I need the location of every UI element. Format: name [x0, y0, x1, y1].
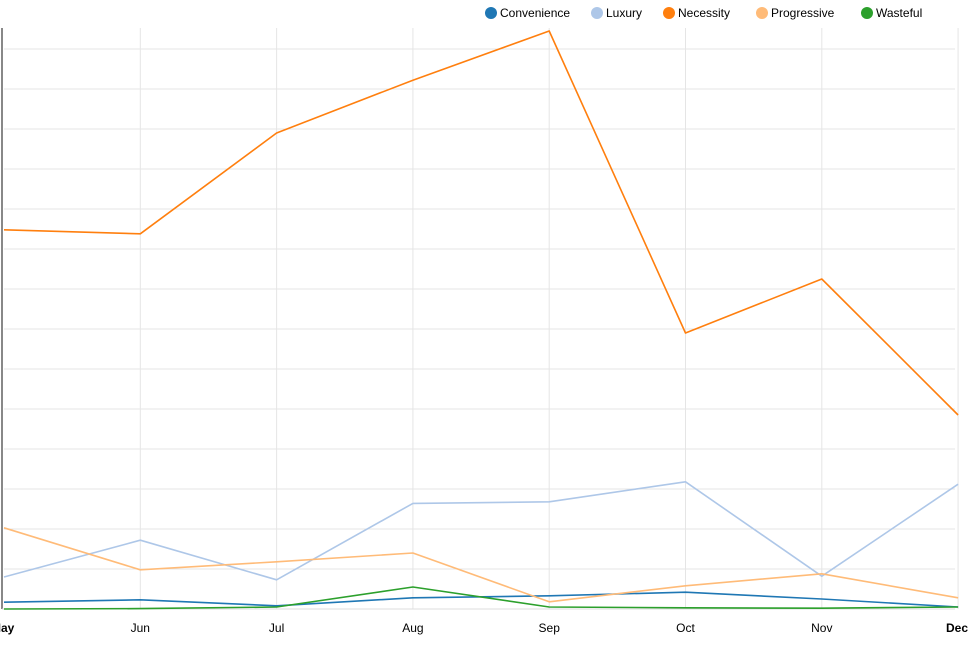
legend-swatch: [861, 7, 873, 19]
legend-swatch: [663, 7, 675, 19]
series-line-convenience: [3, 591, 959, 608]
legend-item-necessity[interactable]: Necessity: [663, 6, 730, 20]
legend-item-luxury[interactable]: Luxury: [591, 6, 642, 20]
x-tick-label: Jun: [131, 621, 150, 635]
x-tick-label: Nov: [811, 621, 832, 635]
legend-label: Necessity: [678, 6, 730, 20]
series-line-necessity: [3, 30, 959, 416]
x-tick-label: Oct: [676, 621, 695, 635]
series-line-luxury: [3, 480, 959, 581]
legend-swatch: [591, 7, 603, 19]
legend-label: Wasteful: [876, 6, 922, 20]
legend-swatch: [485, 7, 497, 19]
gridlines: [4, 28, 959, 610]
series-line-wasteful: [3, 586, 959, 610]
series-lines: [3, 30, 959, 610]
legend-label: Progressive: [771, 6, 835, 20]
legend-item-progressive[interactable]: Progressive: [756, 6, 835, 20]
x-tick-label: May: [0, 621, 15, 635]
legend-swatch: [756, 7, 768, 19]
x-tick-label: Jul: [269, 621, 284, 635]
x-tick-label: Dec: [946, 621, 968, 635]
legend-label: Luxury: [606, 6, 642, 20]
x-tick-label: Sep: [539, 621, 561, 635]
series-line-progressive: [3, 527, 959, 603]
x-axis-ticks: May Jun Jul Aug Sep Oct Nov Dec: [0, 621, 968, 635]
x-tick-label: Aug: [402, 621, 423, 635]
legend-item-wasteful[interactable]: Wasteful: [861, 6, 922, 20]
legend-label: Convenience: [500, 6, 570, 20]
legend-item-convenience[interactable]: Convenience: [485, 6, 570, 20]
legend: Convenience Luxury Necessity Progressive Was…: [485, 6, 922, 20]
